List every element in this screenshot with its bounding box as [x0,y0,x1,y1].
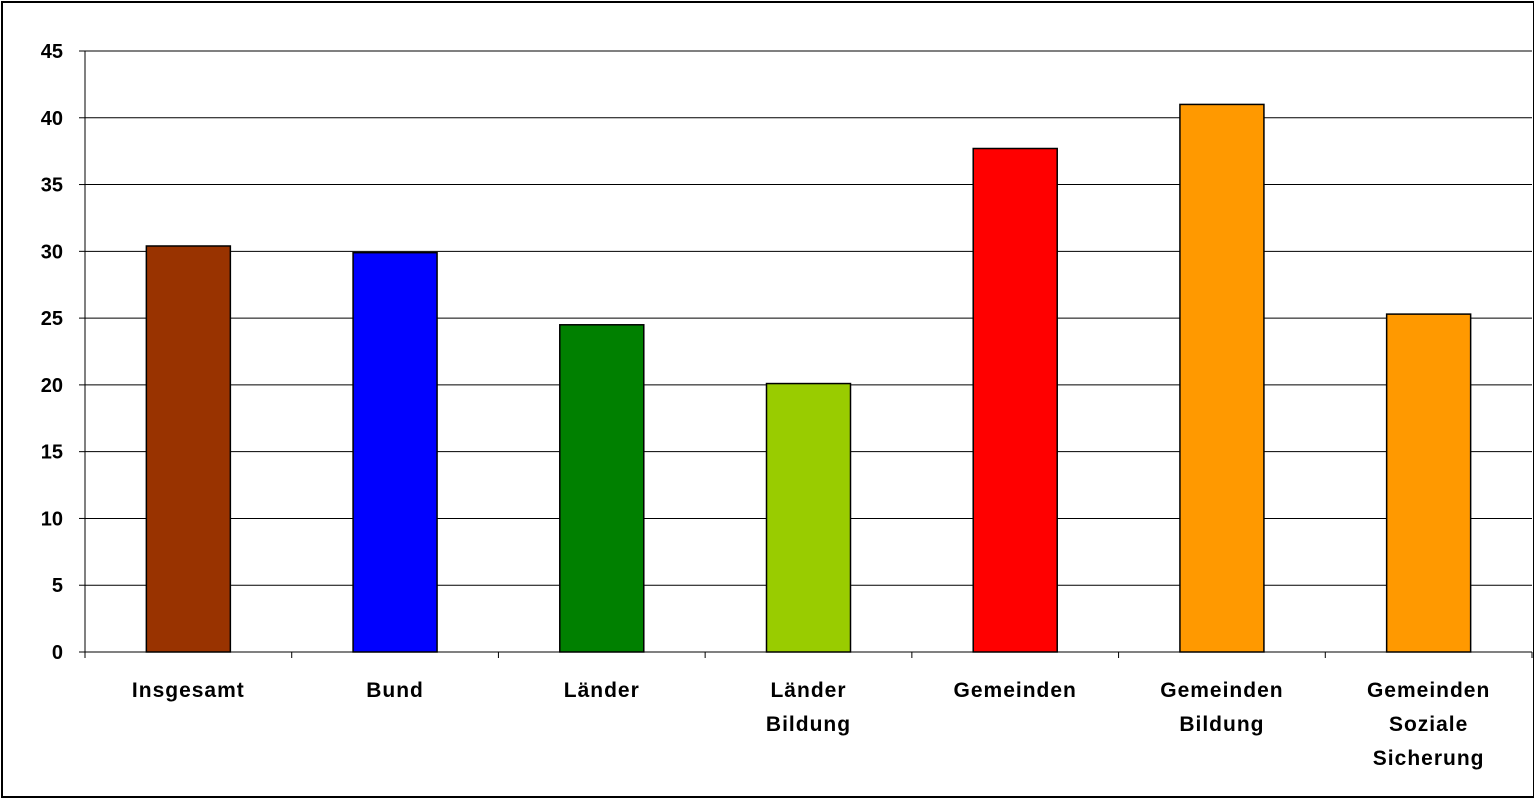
y-tick-label: 5 [52,575,63,597]
x-tick-label-line: Bund [366,679,424,702]
x-axis-labels: Insgesamt Bund Länder Länder BildungGemeinde… [132,679,1490,770]
bar-2 [352,251,438,653]
bar-7 [1385,313,1472,653]
y-tick-label: 0 [52,642,63,664]
y-tick-label: 10 [41,508,63,530]
x-tick-label-line: Bildung [766,713,851,736]
x-tick-label: Länder Bildung [766,679,851,736]
y-tick-label: 30 [41,241,63,263]
y-tick-label: 45 [41,41,63,63]
x-tick-label-line: Gemeinden [1367,679,1490,702]
x-tick-label-line: Sicherung [1373,747,1485,770]
x-tick-label-line: Bildung [1179,713,1264,736]
axes [84,51,1533,658]
bar-6 [1179,103,1265,653]
bar-1 [145,245,232,653]
x-tick-label-line: Insgesamt [132,679,245,702]
x-tick-label: Gemeinden Bildung [1160,679,1283,736]
x-tick-label-line: Gemeinden [1160,679,1283,702]
x-tick-label: Gemeinden Soziale Sicherung [1367,679,1490,770]
y-tick-label: 15 [41,442,63,464]
y-axis-ticks: 0 5 10 15 20 25 30 35 40 45 [41,41,85,664]
x-tick-label-line: Länder [770,679,846,702]
y-tick-label: 35 [41,175,63,197]
bar-5 [972,147,1058,653]
x-tick-label: Bund [366,679,424,702]
x-tick-label-line: Länder [564,679,640,702]
x-tick-label: Gemeinden [954,679,1077,702]
bar-3 [559,324,645,653]
gridlines [85,50,1532,586]
x-tick-label-line: Gemeinden [954,679,1077,702]
x-tick-label: Insgesamt [132,679,245,702]
y-tick-label: 25 [41,308,63,330]
x-tick-label: Länder [564,679,640,702]
x-tick-label-line: Soziale [1389,713,1468,736]
y-tick-label: 40 [41,108,63,130]
bars [145,103,1472,653]
y-tick-label: 20 [41,375,63,397]
bar-4 [765,382,852,653]
